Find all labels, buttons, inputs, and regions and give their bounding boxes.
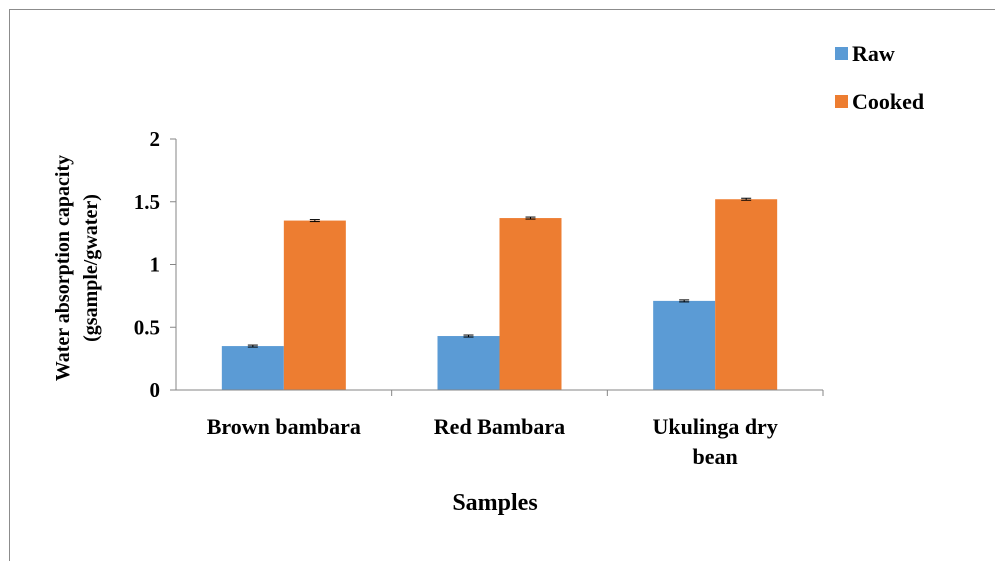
y-axis-title-line-2: (gsample/gwater) — [80, 194, 102, 342]
legend-swatch-raw — [835, 47, 848, 60]
bar-cooked — [499, 218, 562, 390]
y-tick-label: 2 — [150, 127, 161, 151]
legend: Raw Cooked — [835, 41, 924, 114]
bar-cooked — [283, 220, 346, 390]
y-tick-label: 0.5 — [134, 315, 160, 339]
y-axis-title: Water absorption capacity (gsample/gwate… — [52, 155, 102, 381]
category-label: Ukulinga dry — [653, 414, 778, 439]
y-tick-label: 0 — [150, 378, 161, 402]
bar-cooked — [715, 199, 778, 390]
category-labels-group: Brown bambara Red Bambara Ukulinga dry bean — [207, 414, 778, 469]
bar-raw — [437, 336, 500, 390]
bar-raw — [653, 300, 716, 390]
x-axis-title: Samples — [452, 490, 537, 516]
category-label: bean — [693, 444, 738, 469]
y-tick-label: 1 — [150, 253, 161, 277]
bars-group — [221, 197, 778, 390]
legend-swatch-cooked — [835, 95, 848, 108]
y-axis-title-line-1: Water absorption capacity — [52, 155, 74, 381]
category-label: Brown bambara — [207, 414, 361, 439]
legend-label-raw: Raw — [852, 41, 895, 66]
legend-label-cooked: Cooked — [852, 89, 924, 114]
chart-frame — [9, 9, 995, 561]
category-label: Red Bambara — [434, 414, 565, 439]
y-ticks-group: 0 0.5 1 1.5 2 — [134, 127, 176, 402]
bar-raw — [221, 346, 284, 390]
y-tick-label: 1.5 — [134, 190, 160, 214]
